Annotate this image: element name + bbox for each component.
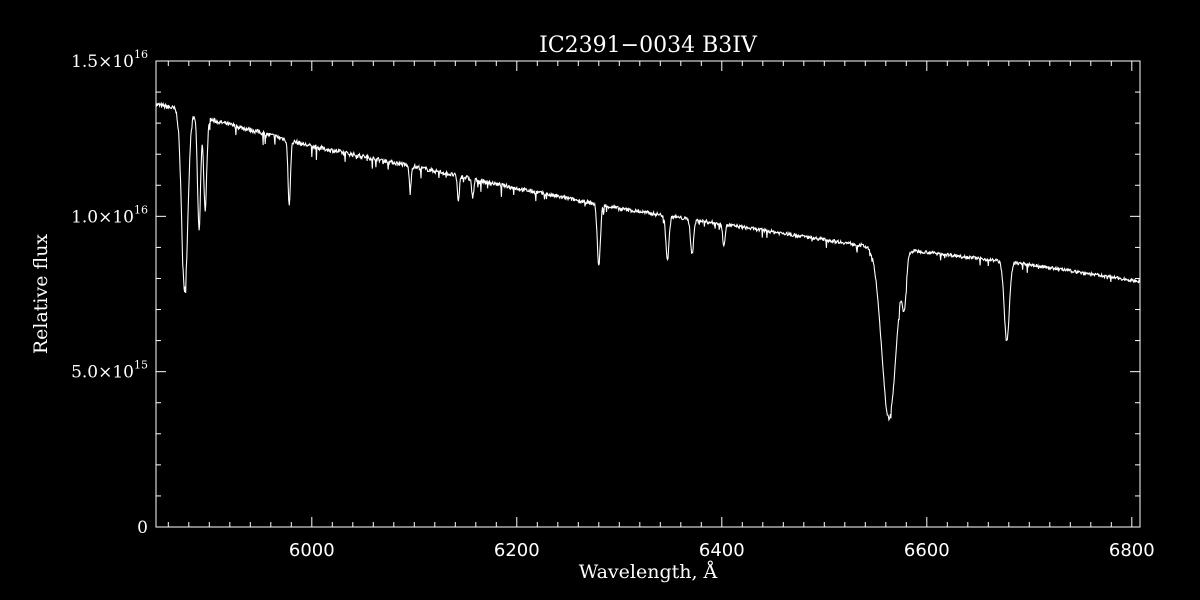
x-axis-label: Wavelength, Å — [579, 561, 718, 583]
x-tick-label: 6600 — [904, 540, 950, 561]
y-tick-mantissa: 1.5×10 — [71, 52, 134, 72]
spectrum-series-line — [155, 101, 1141, 422]
x-axis-tick-labels: 6000 6200 6400 6600 6800 — [289, 540, 1155, 561]
y-tick-exponent: 16 — [134, 48, 148, 61]
y-tick-mantissa: 1.0×10 — [71, 207, 134, 227]
y-tick-exponent: 15 — [134, 359, 148, 372]
x-tick-label: 6000 — [289, 540, 335, 561]
y-tick-exponent: 16 — [134, 203, 148, 216]
y-tick-label: 5.0×1015 — [71, 359, 148, 383]
y-tick-label: 1.5×1016 — [71, 48, 148, 72]
x-tick-label: 6200 — [494, 540, 540, 561]
y-axis-ticks — [156, 60, 1140, 528]
plot-frame — [155, 60, 1141, 528]
y-tick-label: 1.0×1016 — [71, 203, 148, 227]
x-axis-ticks — [167, 61, 1133, 527]
x-tick-label: 6400 — [699, 540, 745, 561]
y-tick-label: 0 — [137, 518, 148, 538]
y-axis-label: Relative flux — [30, 234, 52, 355]
chart-title: IC2391−0034 B3IV — [539, 33, 758, 58]
x-tick-label: 6800 — [1109, 540, 1155, 561]
y-tick-mantissa: 0 — [137, 518, 148, 538]
y-tick-mantissa: 5.0×10 — [71, 363, 134, 383]
